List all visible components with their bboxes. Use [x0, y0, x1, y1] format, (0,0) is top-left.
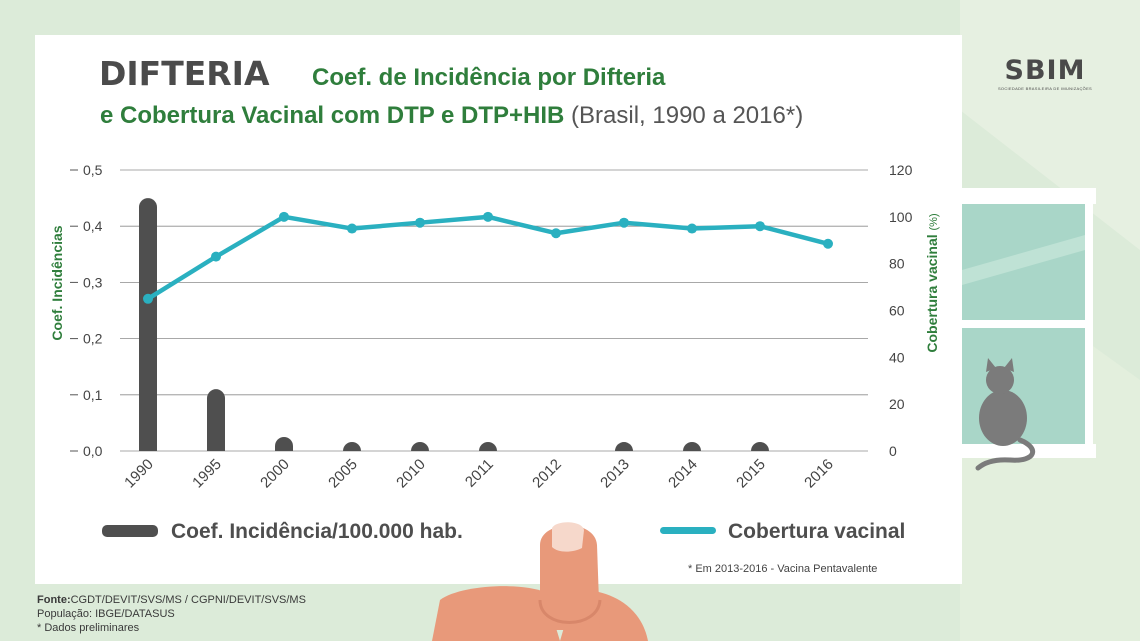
brand-word: DIFTERIA — [99, 54, 270, 93]
x-tick-label: 2016 — [801, 456, 837, 492]
bar — [479, 441, 497, 451]
sources-block: Fonte:CGDT/DEVIT/SVS/MS / CGPNI/DEVIT/SV… — [37, 593, 306, 635]
coverage-point — [211, 251, 221, 262]
bar-series — [139, 198, 769, 451]
chart-card — [35, 35, 962, 584]
right-tick-label: 80 — [889, 256, 905, 272]
chart-footnote: * Em 2013-2016 - Vacina Pentavalente — [688, 563, 878, 575]
coverage-point — [823, 238, 833, 249]
chart-title-line2-range: (Brasil, 1990 a 2016*) — [571, 102, 804, 129]
x-tick-label: 1990 — [121, 456, 157, 492]
coverage-point — [347, 223, 357, 234]
sbim-logo: SBIM SOCIEDADE BRASILEIRA DE IMUNIZAÇÕES — [997, 55, 1093, 95]
left-tick-label: 0,4 — [83, 218, 103, 234]
legend-swatch-bar — [102, 525, 158, 537]
right-axis-label: Cobertura vacinal (%) — [924, 213, 940, 352]
right-tick-label: 40 — [889, 349, 905, 365]
right-tick-label: 100 — [889, 209, 913, 225]
coverage-point — [279, 211, 289, 222]
coverage-point — [687, 223, 697, 234]
x-tick-label: 2011 — [462, 456, 497, 491]
right-tick-label: 0 — [889, 443, 897, 459]
bar — [207, 389, 225, 451]
left-tick-label: 0,1 — [83, 387, 103, 403]
bar — [615, 442, 633, 451]
bar — [275, 436, 293, 451]
logo-text: SBIM — [1004, 55, 1086, 86]
coverage-point — [415, 217, 425, 228]
source-populacao: População: IBGE/DATASUS — [37, 608, 175, 620]
right-tick-label: 60 — [889, 303, 905, 319]
legend-swatch-line — [660, 527, 716, 534]
x-tick-label: 2013 — [597, 456, 633, 492]
coverage-point — [483, 211, 493, 222]
x-tick-label: 2014 — [665, 456, 701, 492]
left-tick-label: 0,0 — [83, 443, 103, 459]
coverage-point — [551, 228, 561, 239]
right-tick-label: 120 — [889, 162, 913, 178]
left-tick-label: 0,5 — [83, 162, 103, 178]
bar — [343, 442, 361, 451]
source-fonte: Fonte:CGDT/DEVIT/SVS/MS / CGPNI/DEVIT/SV… — [37, 594, 306, 606]
left-axis-label: Coef. Incidências — [49, 225, 65, 340]
x-tick-label: 2000 — [257, 456, 293, 492]
bar — [139, 198, 157, 451]
right-tick-label: 20 — [889, 396, 905, 412]
source-dados: * Dados preliminares — [37, 622, 140, 634]
left-tick-label: 0,3 — [83, 274, 103, 290]
line-series — [143, 211, 833, 304]
x-tick-label: 2005 — [325, 456, 361, 492]
x-tick-label: 1995 — [189, 456, 225, 492]
bar — [683, 441, 701, 451]
legend-label-bar: Coef. Incidência/100.000 hab. — [171, 520, 463, 543]
bar — [411, 441, 429, 451]
left-tick-label: 0,2 — [83, 331, 103, 347]
x-tick-label: 2012 — [529, 456, 565, 492]
grid-lines — [70, 169, 868, 452]
logo-subtitle: SOCIEDADE BRASILEIRA DE IMUNIZAÇÕES — [997, 86, 1093, 91]
x-tick-label: 2010 — [393, 456, 429, 492]
coverage-line — [145, 214, 831, 302]
chart-title-line2: e Cobertura Vacinal com DTP e DTP+HIB (B… — [100, 102, 803, 130]
coverage-point — [143, 293, 153, 304]
x-tick-label: 2015 — [733, 456, 769, 492]
chart-title-line1: Coef. de Incidência por Difteria — [312, 64, 666, 91]
coverage-point — [619, 217, 629, 228]
chart-title-line2-bold: e Cobertura Vacinal com DTP e DTP+HIB — [100, 102, 565, 129]
legend-label-line: Cobertura vacinal — [728, 520, 906, 543]
coverage-point — [755, 221, 765, 232]
bar — [751, 441, 769, 451]
